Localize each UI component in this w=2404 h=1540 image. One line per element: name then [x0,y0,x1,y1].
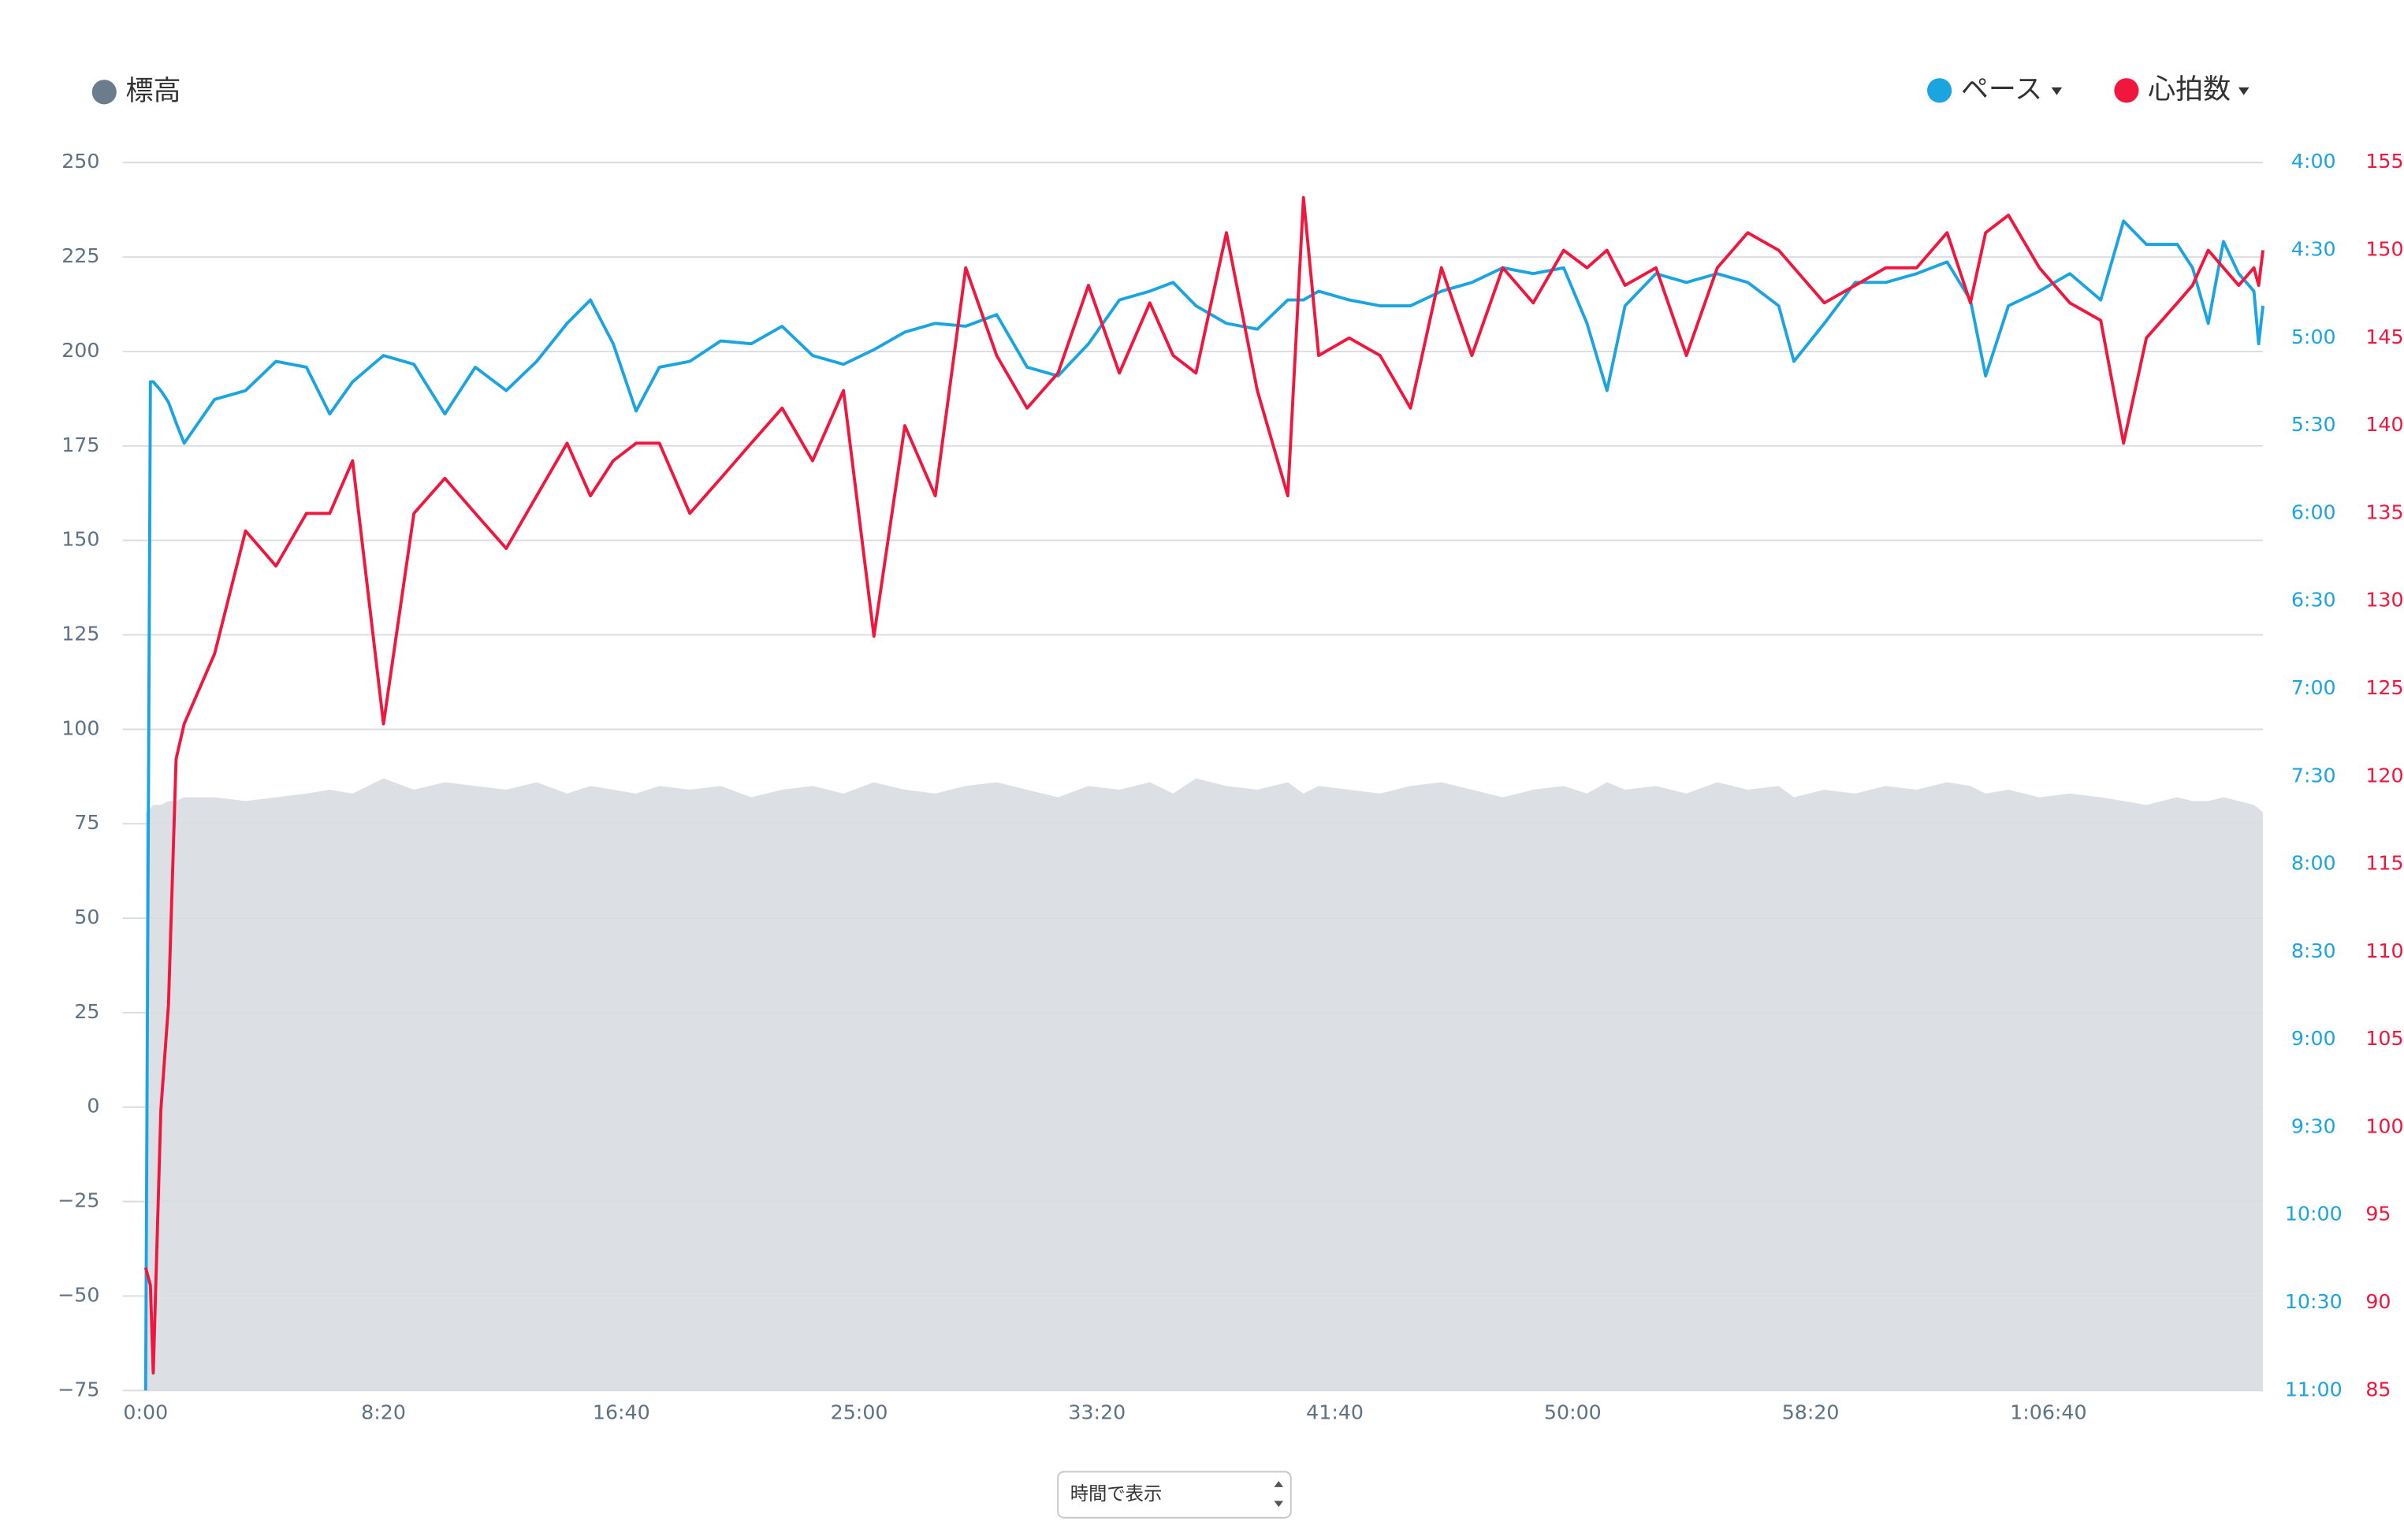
y2-tick-label: 9:00 [2291,1027,2336,1050]
y2-tick-label: 6:00 [2291,500,2336,523]
y3-tick-label: 85 [2365,1378,2391,1401]
dropdown-arrow[interactable] [2238,87,2250,95]
x-tick-label: 16:40 [593,1401,650,1423]
y3-tick-label: 100 [2365,1114,2403,1137]
x-tick-label: 0:00 [123,1401,168,1423]
y-tick-label: 150 [61,528,99,551]
series-line [143,195,2264,1374]
y-tick-label: 175 [61,433,99,456]
x-tick-label: 8:20 [361,1401,406,1423]
x-tick-label: 25:00 [831,1401,888,1423]
mode-select[interactable]: 時間で表示 [1057,1471,1292,1519]
y3-tick-label: 90 [2365,1290,2391,1313]
y2-tick-label: 8:00 [2291,852,2336,875]
y3-tick-label: 125 [2365,676,2403,699]
y-tick-label: −25 [58,1189,99,1212]
y-tick-label: 50 [74,906,99,928]
y-tick-label: 100 [61,716,99,739]
y2-tick-label: 4:30 [2291,238,2336,261]
y-tick-label: −50 [58,1283,99,1306]
y3-tick-label: 110 [2365,939,2403,962]
legend-label[interactable]: 心拍数 [2148,74,2231,106]
y3-tick-label: 155 [2365,150,2403,173]
select-arrow[interactable] [1274,1501,1284,1508]
y3-tick-label: 145 [2365,325,2403,348]
x-tick-label: 50:00 [1544,1401,1602,1423]
y3-tick-label: 95 [2365,1203,2391,1226]
y-tick-label: 0 [87,1095,99,1118]
y2-tick-label: 9:30 [2291,1114,2336,1137]
series-line [143,219,2264,1391]
y3-tick-label: 140 [2365,413,2403,436]
y3-tick-label: 120 [2365,764,2403,787]
legend-marker [2114,78,2139,103]
legend-marker [91,80,117,105]
y3-tick-label: 115 [2365,852,2403,875]
y2-tick-label: 5:30 [2291,413,2336,436]
x-tick-label: 33:20 [1068,1401,1126,1423]
y2-tick-label: 7:30 [2291,764,2336,787]
y2-tick-label: 10:30 [2285,1290,2343,1313]
y3-tick-label: 130 [2365,589,2403,612]
y2-tick-label: 7:00 [2291,676,2336,699]
select-box[interactable] [1057,1471,1292,1519]
y2-tick-label: 11:00 [2285,1378,2343,1401]
y-tick-label: 200 [61,339,99,362]
y3-tick-label: 105 [2365,1027,2403,1050]
y3-tick-label: 135 [2365,500,2403,523]
y-tick-label: 225 [61,244,99,267]
x-tick-label: 58:20 [1782,1401,1840,1423]
x-tick-label: 1:06:40 [2010,1401,2086,1423]
legend-label: 標高 [126,76,181,107]
select-arrow[interactable] [1274,1481,1284,1487]
dropdown-arrow[interactable] [2051,87,2063,95]
y-tick-label: 125 [61,622,99,645]
y2-tick-label: 4:00 [2291,150,2336,173]
legend-marker [1927,78,1952,103]
y2-tick-label: 10:00 [2285,1203,2343,1226]
legend-label[interactable]: ペース [1961,74,2042,106]
y2-tick-label: 6:30 [2291,589,2336,612]
y-tick-label: 25 [74,1000,99,1023]
plot: 2502252001751501251007550250−25−50−754:0… [58,74,2403,1424]
x-tick-label: 41:40 [1306,1401,1364,1423]
select-label[interactable]: 時間で表示 [1070,1482,1163,1505]
y-tick-label: −75 [58,1378,99,1401]
elevation-area [145,778,2264,1391]
y2-tick-label: 8:30 [2291,939,2336,962]
y-tick-label: 75 [74,811,99,834]
y-tick-label: 250 [61,150,99,173]
y3-tick-label: 150 [2365,238,2403,261]
y2-tick-label: 5:00 [2291,325,2336,348]
